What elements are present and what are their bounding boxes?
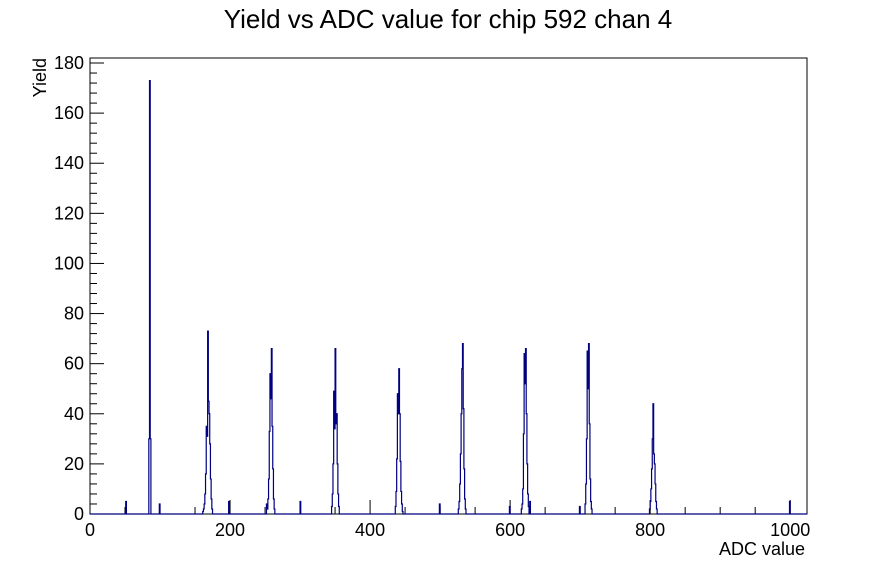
x-tick-label: 0: [85, 520, 95, 540]
histogram-series: [90, 79, 807, 515]
y-tick-label: 160: [54, 103, 84, 123]
y-tick-label: 20: [64, 454, 84, 474]
x-tick-label: 800: [635, 520, 665, 540]
x-tick-label: 1000: [770, 520, 810, 540]
y-tick-label: 180: [54, 53, 84, 73]
x-axis: 0 200 400 600 800 1000: [85, 500, 810, 540]
x-tick-label: 600: [495, 520, 525, 540]
x-axis-label: ADC value: [719, 539, 805, 559]
chart-title: Yield vs ADC value for chip 592 chan 4: [224, 4, 673, 34]
y-axis-label: Yield: [30, 58, 50, 97]
y-tick-label: 100: [54, 253, 84, 273]
x-tick-label: 200: [215, 520, 245, 540]
y-tick-label: 60: [64, 354, 84, 374]
y-tick-label: 140: [54, 153, 84, 173]
plot-frame: [89, 57, 808, 515]
x-tick-label: 400: [355, 520, 385, 540]
y-tick-label: 80: [64, 304, 84, 324]
y-tick-label: 120: [54, 203, 84, 223]
y-tick-label: 0: [74, 504, 84, 524]
y-tick-label: 40: [64, 404, 84, 424]
y-axis: 0 20 40 60 80 100 120 140 160 180: [54, 53, 104, 524]
